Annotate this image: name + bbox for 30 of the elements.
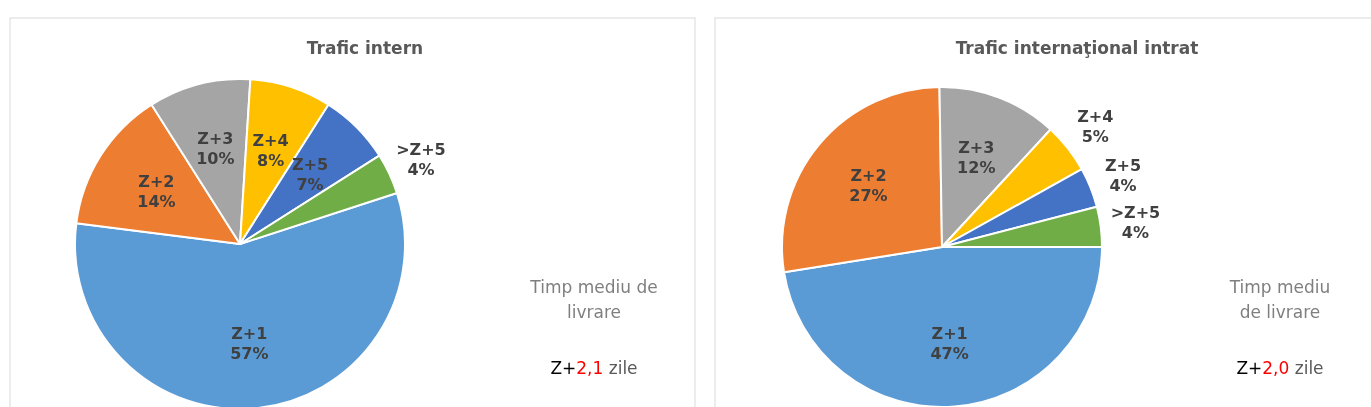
slice-label: Z+4 — [252, 130, 289, 150]
slice-label: Z+3 — [197, 129, 234, 149]
text: Z+2,1 zile — [550, 358, 638, 378]
data-label: 4% — [1109, 175, 1137, 195]
chart-title: Trafic internaţional intrat — [955, 38, 1199, 58]
data-label: 7% — [296, 175, 324, 194]
text: Timp mediu de livrare — [1228, 277, 1331, 322]
data-label: 5% — [1081, 127, 1109, 147]
slice-label: Z+1 — [231, 323, 268, 343]
data-label: 57% — [230, 343, 269, 363]
slice-label: Z+1 — [931, 323, 968, 343]
slice-label: Z+5 — [291, 155, 329, 174]
slice-label: Z+2 — [138, 171, 175, 191]
chart-title: Trafic intern — [306, 38, 424, 58]
slice-label: Z+4 — [1077, 107, 1114, 127]
slice-label: >Z+5 — [1110, 203, 1161, 223]
data-label: 4% — [407, 159, 435, 179]
data-label: 8% — [257, 150, 285, 170]
slice-label: Z+5 — [1104, 155, 1142, 175]
data-label: 14% — [137, 191, 176, 211]
data-label: 4% — [1121, 223, 1150, 243]
slice-label: >Z+5 — [396, 139, 446, 159]
slice-label: Z+2 — [850, 166, 887, 186]
data-label: 27% — [849, 186, 888, 206]
data-label: 12% — [957, 158, 996, 178]
data-label: 47% — [930, 343, 969, 363]
slice-label: Z+3 — [958, 138, 995, 158]
text: Timp mediu de livrare — [529, 277, 658, 322]
data-label: 10% — [196, 149, 235, 169]
text: Z+2,0 zile — [1236, 358, 1324, 378]
